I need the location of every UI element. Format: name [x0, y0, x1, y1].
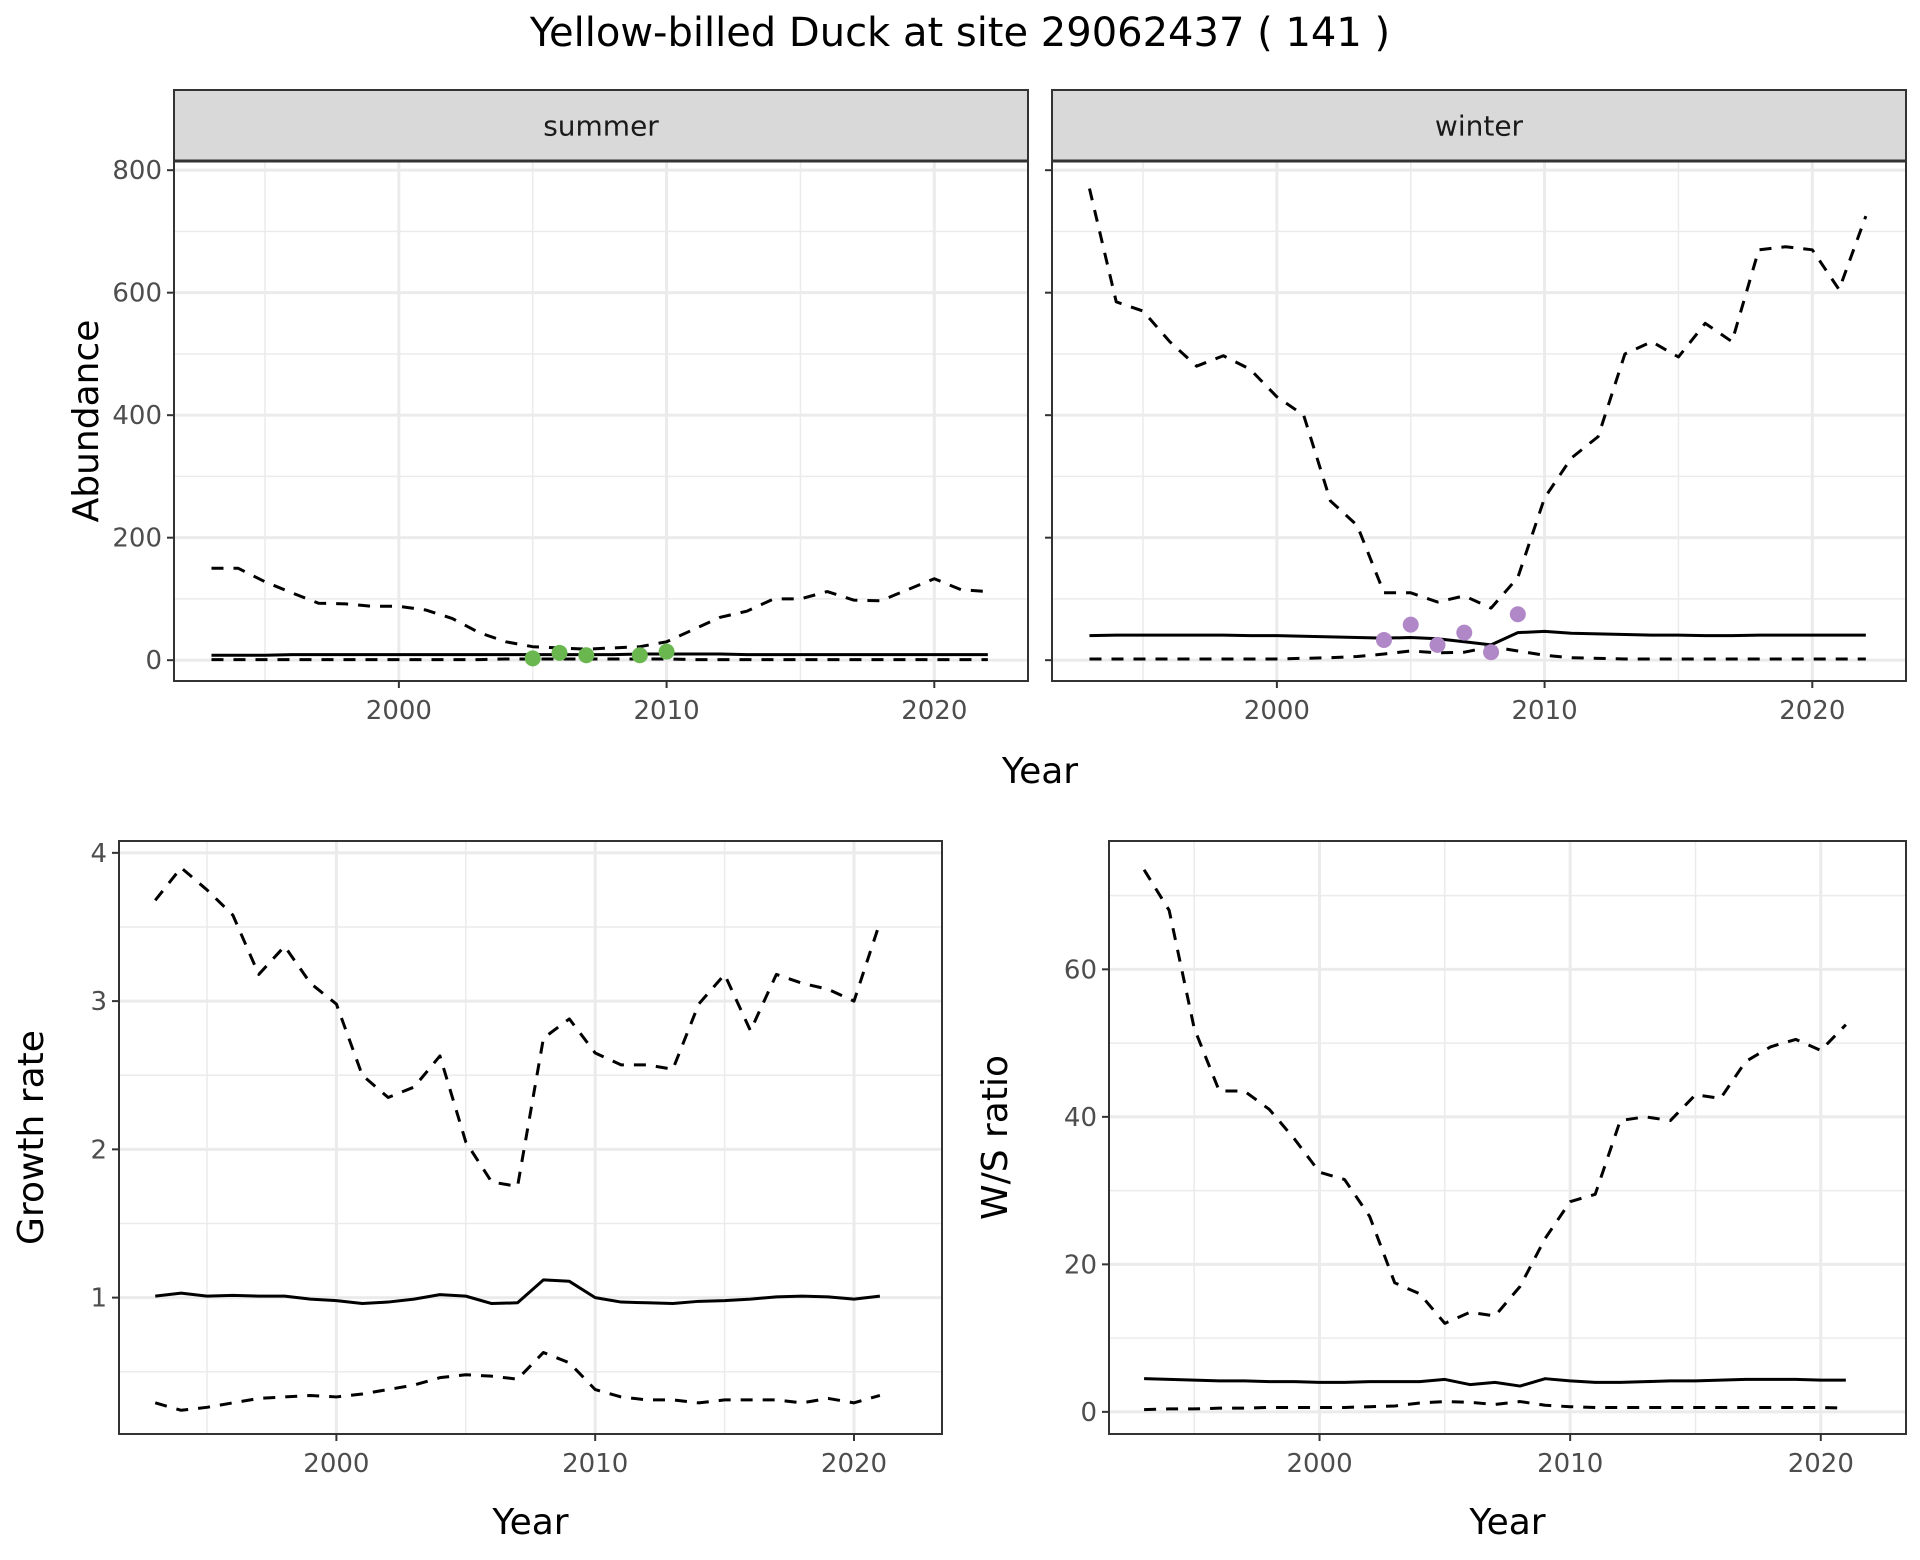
x-tick-label: 2010	[562, 1449, 628, 1479]
series-line-lower	[1144, 1400, 1846, 1412]
y-tick-label: 400	[112, 401, 162, 431]
data-point	[1509, 606, 1526, 623]
data-point	[1456, 624, 1473, 641]
data-point	[1483, 644, 1500, 661]
y-axis-label: W/S ratio	[975, 1055, 1016, 1220]
data-point	[524, 650, 541, 667]
x-tick-label: 2000	[1244, 696, 1310, 726]
y-axis-label: Growth rate	[11, 1030, 52, 1245]
data-point	[631, 647, 648, 664]
x-axis-label: Year	[491, 1502, 568, 1543]
x-tick-label: 2000	[1286, 1449, 1352, 1479]
data-point	[1402, 616, 1419, 633]
panel-border	[118, 840, 943, 1435]
x-axis-label-shared: Year	[1001, 751, 1078, 792]
x-tick-label: 2010	[634, 696, 700, 726]
panel-summer: summer 2000 2010 2020 0 200 400 600 800 Abundance	[66, 89, 1029, 726]
y-tick-label: 2	[90, 1135, 107, 1165]
series-line-upper	[154, 866, 882, 1188]
series-line-lower	[211, 657, 988, 662]
x-tick-label: 2000	[303, 1449, 369, 1479]
panel-growth: 2000 2010 2020 1 2 3 4 Growth rate Year	[11, 839, 943, 1543]
series-line-upper	[211, 566, 988, 651]
y-tick-label: 200	[112, 524, 162, 554]
x-tick-label: 2020	[1788, 1449, 1854, 1479]
data-point	[658, 643, 675, 660]
chart-title: Yellow-billed Duck at site 29062437 ( 14…	[529, 10, 1391, 56]
facet-strip-label: winter	[1435, 110, 1524, 143]
y-axis-label: Abundance	[66, 320, 107, 523]
series-line-mean	[155, 1278, 881, 1306]
series-line-mean	[1144, 1377, 1846, 1388]
facet-strip-label: summer	[543, 110, 659, 143]
x-tick-label: 2020	[901, 696, 967, 726]
data-point	[1429, 636, 1446, 653]
facet-strip	[1051, 89, 1907, 162]
panel-border	[1108, 840, 1907, 1435]
x-tick-label: 2020	[821, 1449, 887, 1479]
y-tick-label: 0	[1080, 1398, 1097, 1428]
y-tick-label: 600	[112, 279, 162, 309]
series-line-mean	[211, 652, 988, 657]
series-line-upper	[1142, 868, 1847, 1325]
x-axis-label: Year	[1468, 1502, 1545, 1543]
series-line-lower	[1089, 645, 1866, 661]
y-tick-label: 60	[1064, 955, 1097, 985]
x-tick-label: 2010	[1512, 696, 1578, 726]
data-point	[578, 647, 595, 664]
panel-winter: winter 2000 2010 2020	[1045, 89, 1907, 726]
data-point	[1375, 631, 1392, 648]
x-tick-label: 2010	[1537, 1449, 1603, 1479]
panel-border	[173, 160, 1029, 682]
series-line-lower	[154, 1350, 881, 1412]
y-tick-label: 800	[112, 156, 162, 186]
series-line-upper	[1088, 188, 1868, 610]
data-point	[551, 644, 568, 661]
panel-ws: 2000 2010 2020 0 20 40 60 W/S ratio Year	[975, 840, 1907, 1543]
y-tick-label: 3	[90, 987, 107, 1017]
x-tick-label: 2020	[1779, 696, 1845, 726]
series-line-mean	[1089, 629, 1866, 647]
facet-strip	[173, 89, 1029, 162]
x-tick-label: 2000	[366, 696, 432, 726]
y-tick-label: 4	[90, 839, 107, 869]
y-tick-label: 40	[1064, 1103, 1097, 1133]
y-tick-label: 1	[90, 1284, 107, 1314]
y-tick-label: 20	[1064, 1250, 1097, 1280]
y-tick-label: 0	[145, 646, 162, 676]
